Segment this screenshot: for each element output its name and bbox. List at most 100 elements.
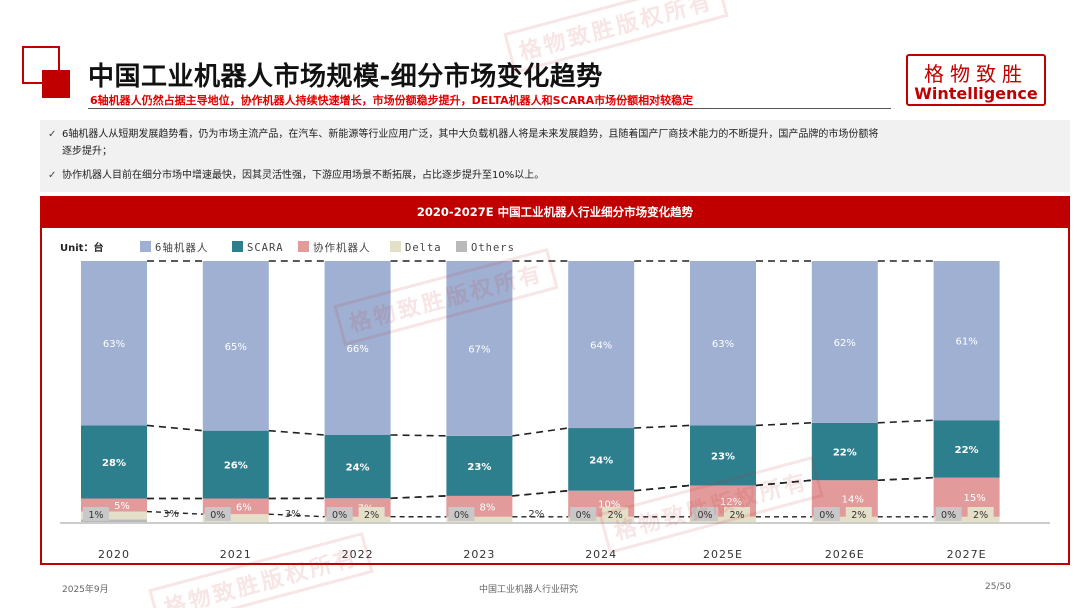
legend-label-scara: SCARA [247, 242, 284, 254]
bullet-cobot: ✓ 协作机器人目前在细分市场中增速最快，因其灵活性强，下游应用场景不断拓展，占比逐… [48, 167, 544, 184]
connector-line [755, 479, 812, 487]
label-box-delta-2026E [845, 507, 872, 521]
page-title: 中国工业机器人市场规模-细分市场变化趋势 [88, 62, 603, 92]
legend-label-cobot: 协作机器人 [313, 241, 371, 254]
bar-scara-2021 [202, 430, 269, 499]
data-label-six-axis-2025E: 63% [712, 339, 734, 350]
label-box-delta-2025E [724, 507, 750, 521]
stacked-bar-chart: Unit：台 6轴机器人 SCARA 协作机器人 Delta Others 63% 28% 5%… [60, 241, 1050, 561]
data-label-scara-2027E: 22% [955, 445, 979, 456]
corner-filled-square [42, 70, 70, 98]
bar-six-axis-2023 [446, 261, 513, 436]
connector-line [877, 419, 934, 424]
footer-page-number: 25/50 [985, 582, 1011, 592]
data-label-delta-2026E: 2% [851, 510, 866, 521]
data-label-others-2020: 1% [88, 510, 103, 521]
label-box-delta-2022 [358, 507, 385, 521]
label-box-others-2020 [83, 507, 109, 521]
data-label-six-axis-2020: 63% [103, 339, 125, 350]
bar-others-2020 [81, 519, 147, 522]
data-label-cobot-2021: 6% [236, 502, 252, 513]
connector-line [268, 429, 325, 436]
check-icon: ✓ [48, 170, 57, 181]
data-label-delta-2021: 3% [285, 509, 301, 520]
bar-scara-2020 [81, 425, 147, 499]
bar-scara-2027E [933, 420, 1000, 478]
bullet-text-line2: 逐步提升； [62, 146, 112, 157]
connector-line [146, 510, 203, 515]
bar-six-axis-2021 [202, 261, 269, 431]
bullet-six-axis: ✓ 6轴机器人从短期发展趋势看，仍为市场主流产品，在汽车、新能源等行业应用广泛，其… [48, 126, 1058, 160]
data-label-others-2026E: 0% [819, 510, 834, 521]
bar-delta-2021 [202, 514, 269, 522]
x-tick-label-2025E: 2025E [703, 548, 743, 561]
legend-swatch-six-axis [140, 241, 151, 252]
connector-line [146, 424, 203, 432]
data-label-cobot-2026E: 14% [842, 495, 864, 506]
data-label-scara-2021: 26% [224, 461, 248, 472]
data-label-six-axis-2021: 65% [225, 342, 247, 353]
label-box-others-2025E [692, 507, 718, 521]
bar-scara-2023 [446, 435, 513, 496]
connector-line [634, 484, 691, 492]
bar-delta-2026E [811, 516, 878, 522]
label-box-delta-2027E [967, 507, 994, 521]
bar-scara-2025E [690, 425, 756, 486]
connector-line [390, 495, 447, 500]
x-tick-label-2023: 2023 [463, 548, 495, 561]
data-label-six-axis-2027E: 61% [955, 337, 977, 348]
label-box-others-2021 [204, 507, 231, 521]
chart-frame [40, 228, 1070, 565]
bar-scara-2024 [568, 428, 635, 491]
connector-line [390, 434, 447, 437]
connector-line [755, 422, 812, 427]
legend-label-delta: Delta [405, 242, 442, 254]
bullet-text-line1: 6轴机器人从短期发展趋势看，仍为市场主流产品，在汽车、新能源等行业应用广泛，其中… [62, 129, 879, 140]
bar-delta-2025E [690, 516, 756, 522]
chart-title-bar: 2020-2027E 中国工业机器人行业细分市场变化趋势 [40, 196, 1070, 228]
summary-panel: ✓ 6轴机器人从短期发展趋势看，仍为市场主流产品，在汽车、新能源等行业应用广泛，其… [40, 120, 1070, 192]
legend-swatch-delta [390, 241, 401, 252]
bar-delta-2027E [933, 516, 1000, 522]
bar-scara-2026E [811, 422, 878, 481]
label-box-others-2024 [570, 507, 597, 521]
data-label-delta-2023: 2% [528, 509, 544, 520]
bar-six-axis-2020 [81, 261, 147, 426]
brand-logo: 格物致胜 Wintelligence [906, 54, 1046, 106]
data-label-scara-2024: 24% [589, 455, 613, 466]
logo-chinese-text: 格物致胜 [924, 62, 1028, 86]
data-label-others-2022: 0% [332, 510, 347, 521]
data-label-others-2025E: 0% [697, 510, 712, 521]
bar-six-axis-2025E [690, 261, 756, 426]
title-divider [88, 108, 891, 109]
data-label-scara-2020: 28% [102, 458, 126, 469]
footer-date: 2025年9月 [62, 585, 109, 595]
bar-six-axis-2022 [324, 261, 391, 435]
x-tick-label-2024: 2024 [585, 548, 617, 561]
connector-line [634, 424, 691, 429]
data-label-scara-2025E: 23% [711, 451, 735, 462]
data-label-others-2024: 0% [576, 510, 591, 521]
data-label-cobot-2020: 5% [114, 501, 130, 512]
data-label-scara-2022: 24% [346, 463, 370, 474]
bar-scara-2022 [324, 435, 391, 499]
bar-delta-2020 [81, 511, 147, 520]
data-label-others-2027E: 0% [941, 510, 956, 521]
data-label-delta-2027E: 2% [973, 510, 988, 521]
data-label-cobot-2025E: 12% [720, 497, 742, 508]
bar-delta-2024 [568, 516, 635, 522]
chart-unit-label: Unit：台 [60, 241, 103, 254]
chart-title: 2020-2027E 中国工业机器人行业细分市场变化趋势 [416, 205, 694, 219]
data-label-cobot-2024: 10% [598, 500, 620, 511]
logo-english-text: Wintelligence [914, 84, 1038, 103]
data-label-scara-2026E: 22% [833, 448, 857, 459]
bar-six-axis-2024 [568, 261, 635, 429]
data-label-delta-2024: 2% [608, 510, 623, 521]
bar-delta-2023 [446, 516, 513, 522]
data-label-cobot-2023: 8% [479, 502, 495, 513]
legend-swatch-others [456, 241, 467, 252]
connector-line [512, 489, 569, 497]
data-label-cobot-2027E: 15% [963, 493, 985, 504]
data-label-others-2023: 0% [454, 510, 469, 521]
connector-line [268, 513, 325, 518]
